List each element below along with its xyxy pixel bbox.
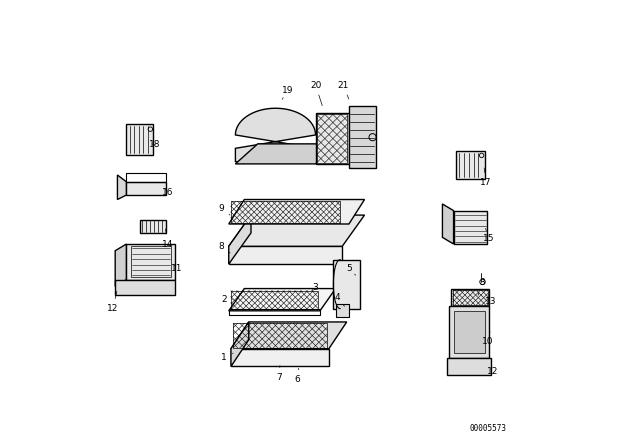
Polygon shape <box>126 182 166 195</box>
Polygon shape <box>236 144 338 164</box>
Text: 12: 12 <box>486 367 498 376</box>
Polygon shape <box>231 322 347 349</box>
Polygon shape <box>451 289 489 306</box>
Text: 16: 16 <box>162 188 173 197</box>
Text: 18: 18 <box>148 140 160 149</box>
Text: 17: 17 <box>480 168 492 187</box>
Text: 21: 21 <box>337 81 349 99</box>
Text: 00005573: 00005573 <box>470 424 507 433</box>
Text: 7: 7 <box>276 366 282 382</box>
Polygon shape <box>115 280 175 295</box>
Polygon shape <box>231 322 249 366</box>
Text: 5: 5 <box>346 264 356 275</box>
Polygon shape <box>228 289 335 311</box>
Text: 3: 3 <box>478 278 485 295</box>
Polygon shape <box>126 244 175 280</box>
Text: 13: 13 <box>484 297 496 306</box>
Text: 10: 10 <box>482 332 493 346</box>
Polygon shape <box>236 108 316 162</box>
Text: 8: 8 <box>218 242 230 253</box>
Polygon shape <box>449 306 489 358</box>
Polygon shape <box>447 358 492 375</box>
Text: 6: 6 <box>295 368 301 384</box>
Text: 19: 19 <box>282 86 294 99</box>
Text: 9: 9 <box>218 204 230 215</box>
Polygon shape <box>115 244 126 286</box>
Text: 4: 4 <box>335 293 344 306</box>
Text: 11: 11 <box>171 264 182 273</box>
Text: 2: 2 <box>221 295 233 304</box>
Text: 14: 14 <box>162 229 173 249</box>
Polygon shape <box>442 204 454 244</box>
Polygon shape <box>335 304 349 318</box>
Text: 12: 12 <box>108 291 118 313</box>
Polygon shape <box>228 215 365 246</box>
Polygon shape <box>117 175 126 199</box>
Text: 3: 3 <box>312 283 317 292</box>
Polygon shape <box>126 124 153 155</box>
Text: 20: 20 <box>310 81 323 106</box>
Polygon shape <box>454 211 487 244</box>
Text: 1: 1 <box>221 353 233 362</box>
Polygon shape <box>456 151 484 180</box>
Polygon shape <box>140 220 166 233</box>
Polygon shape <box>349 106 376 168</box>
Polygon shape <box>228 215 251 264</box>
Polygon shape <box>454 311 484 353</box>
Polygon shape <box>228 246 342 264</box>
Polygon shape <box>316 113 349 164</box>
Polygon shape <box>333 260 360 309</box>
Text: 15: 15 <box>483 228 494 243</box>
Polygon shape <box>228 199 365 224</box>
Polygon shape <box>231 349 329 366</box>
